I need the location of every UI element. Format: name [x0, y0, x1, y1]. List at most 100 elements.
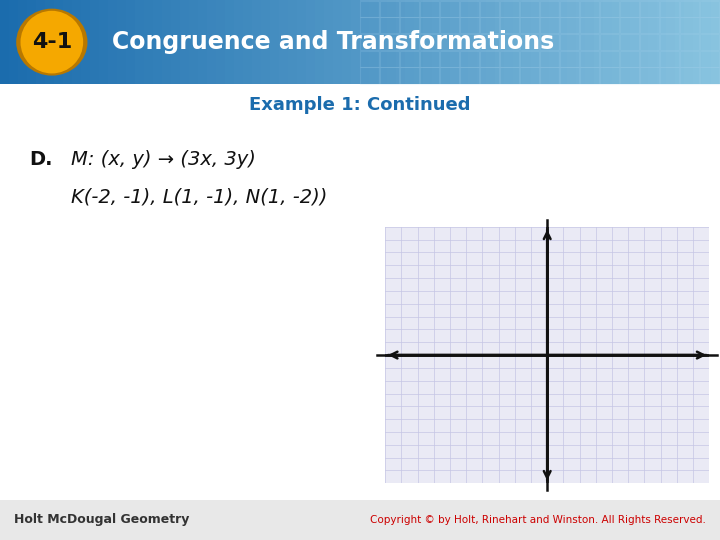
Bar — [440, 17, 459, 33]
Bar — [420, 68, 439, 84]
Bar — [522, 0, 532, 84]
Bar — [657, 0, 667, 84]
Bar — [640, 51, 660, 67]
Bar — [531, 0, 541, 84]
Bar — [440, 1, 459, 17]
Bar — [99, 0, 109, 84]
Bar — [380, 1, 400, 17]
Bar — [648, 0, 658, 84]
Bar — [580, 34, 599, 50]
Bar — [324, 0, 334, 84]
Bar — [72, 0, 82, 84]
Bar — [540, 1, 559, 17]
Bar — [594, 0, 604, 84]
Bar — [520, 1, 539, 17]
Bar — [380, 34, 400, 50]
Bar — [460, 17, 480, 33]
Bar — [500, 51, 519, 67]
Bar — [702, 0, 712, 84]
Bar — [144, 0, 154, 84]
Bar — [560, 17, 580, 33]
Bar — [360, 34, 379, 50]
Bar — [480, 51, 499, 67]
Bar — [360, 51, 379, 67]
Bar — [380, 51, 400, 67]
Bar — [500, 34, 519, 50]
Text: Holt McDougal Geometry: Holt McDougal Geometry — [14, 513, 190, 526]
Bar — [500, 68, 519, 84]
Bar — [700, 51, 719, 67]
Text: Example 1: Continued: Example 1: Continued — [249, 96, 471, 114]
Bar — [153, 0, 163, 84]
Bar — [600, 34, 619, 50]
Bar — [560, 34, 580, 50]
Bar — [567, 0, 577, 84]
Bar — [420, 1, 439, 17]
Bar — [660, 68, 679, 84]
Bar — [630, 0, 641, 84]
Bar — [520, 68, 539, 84]
Bar — [360, 1, 379, 17]
Bar — [252, 0, 262, 84]
Bar — [234, 0, 245, 84]
Bar — [620, 68, 639, 84]
Bar — [171, 0, 181, 84]
Bar — [580, 51, 599, 67]
Bar — [580, 1, 599, 17]
Bar — [243, 0, 253, 84]
Bar — [180, 0, 190, 84]
Bar — [189, 0, 199, 84]
Bar — [560, 1, 580, 17]
Bar — [620, 51, 639, 67]
Bar — [351, 0, 361, 84]
Bar — [700, 1, 719, 17]
Bar — [680, 51, 699, 67]
Bar — [460, 1, 480, 17]
Bar — [520, 17, 539, 33]
Bar — [270, 0, 281, 84]
Bar — [440, 51, 459, 67]
Bar — [639, 0, 649, 84]
Bar — [207, 0, 217, 84]
Ellipse shape — [16, 9, 88, 76]
Bar — [459, 0, 469, 84]
Bar — [45, 0, 55, 84]
Bar — [580, 17, 599, 33]
Bar — [460, 68, 480, 84]
Bar — [675, 0, 685, 84]
Bar — [400, 34, 419, 50]
Bar — [680, 68, 699, 84]
Bar — [432, 0, 442, 84]
Bar — [666, 0, 677, 84]
Bar — [18, 0, 29, 84]
Bar — [198, 0, 209, 84]
Bar — [480, 1, 499, 17]
Text: M: (x, y) → (3x, 3y): M: (x, y) → (3x, 3y) — [71, 150, 256, 169]
Bar — [620, 17, 639, 33]
Bar — [225, 0, 235, 84]
Bar — [261, 0, 271, 84]
Bar — [558, 0, 569, 84]
Bar — [540, 68, 559, 84]
Bar — [378, 0, 389, 84]
Bar — [216, 0, 226, 84]
Bar — [560, 51, 580, 67]
Text: Congruence and Transformations: Congruence and Transformations — [112, 30, 554, 54]
Bar — [315, 0, 325, 84]
Bar — [621, 0, 631, 84]
Bar — [369, 0, 379, 84]
Bar — [360, 0, 370, 84]
Bar — [680, 34, 699, 50]
Bar — [135, 0, 145, 84]
Text: D.: D. — [29, 150, 53, 169]
Ellipse shape — [20, 11, 84, 73]
Bar — [620, 1, 639, 17]
Bar — [500, 1, 519, 17]
Bar — [576, 0, 586, 84]
Bar — [660, 34, 679, 50]
Bar — [660, 51, 679, 67]
Bar — [520, 34, 539, 50]
Bar — [480, 34, 499, 50]
Bar — [693, 0, 703, 84]
Bar — [90, 0, 101, 84]
